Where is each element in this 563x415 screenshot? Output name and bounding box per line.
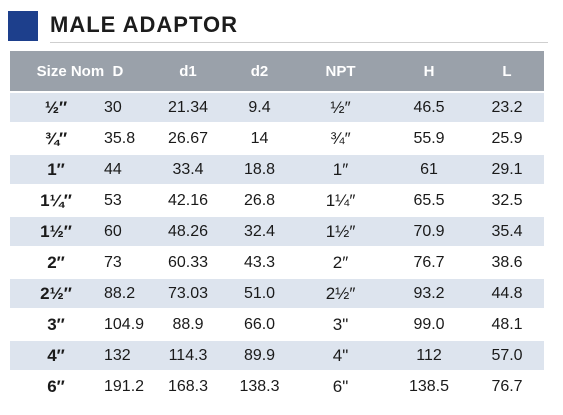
header-d1: d1 [150,51,227,91]
cell-l: 32.5 [470,186,545,215]
cell-d2: 26.8 [226,186,294,215]
cell-d: 44 [102,155,151,184]
cell-d: 132 [102,341,151,370]
cell-size: ½″ [10,93,102,122]
cell-npt: 6" [293,372,389,401]
table-row: 1″ 44 33.4 18.8 1″ 61 29.1 [10,155,545,184]
cell-size: 2½″ [10,279,102,308]
cell-size: 1¼″ [10,186,102,215]
cell-l: 23.2 [470,93,545,122]
title-marker-square [8,11,38,41]
cell-d2: 66.0 [226,310,294,339]
cell-d2: 18.8 [226,155,294,184]
cell-size: 2″ [10,248,102,277]
cell-l: 44.8 [470,279,545,308]
header-l: L [470,51,545,91]
cell-npt: 1½″ [293,217,389,246]
header-h: H [388,51,471,91]
cell-npt: 1″ [293,155,389,184]
table-row: 2″ 73 60.33 43.3 2″ 76.7 38.6 [10,248,545,277]
cell-npt: ½″ [293,93,389,122]
cell-l: 57.0 [470,341,545,370]
cell-d: 35.8 [102,124,151,153]
table-row: ¾″ 35.8 26.67 14 ¾″ 55.9 25.9 [10,124,545,153]
table-row: 6″ 191.2 168.3 138.3 6" 138.5 76.7 [10,372,545,401]
cell-d: 53 [102,186,151,215]
title-divider [50,42,548,43]
cell-d1: 26.67 [150,124,227,153]
cell-l: 38.6 [470,248,545,277]
cell-h: 55.9 [388,124,471,153]
cell-d1: 73.03 [150,279,227,308]
table-header-row: Size Nom D d1 d2 NPT H L [10,51,545,91]
cell-npt: 2″ [293,248,389,277]
cell-l: 29.1 [470,155,545,184]
cell-h: 61 [388,155,471,184]
cell-h: 70.9 [388,217,471,246]
page-header: MALE ADAPTOR [8,8,548,44]
cell-l: 35.4 [470,217,545,246]
cell-l: 76.7 [470,372,545,401]
table-row: 1½″ 60 48.26 32.4 1½″ 70.9 35.4 [10,217,545,246]
cell-npt: ¾″ [293,124,389,153]
cell-d1: 88.9 [150,310,227,339]
cell-d: 30 [102,93,151,122]
cell-l: 48.1 [470,310,545,339]
cell-d2: 43.3 [226,248,294,277]
cell-d: 88.2 [102,279,151,308]
header-d: D [112,62,124,80]
cell-d2: 51.0 [226,279,294,308]
cell-d1: 114.3 [150,341,227,370]
cell-size: 4″ [10,341,102,370]
cell-npt: 2½″ [293,279,389,308]
cell-h: 76.7 [388,248,471,277]
table-row: 3″ 104.9 88.9 66.0 3" 99.0 48.1 [10,310,545,339]
cell-d: 73 [102,248,151,277]
cell-d1: 42.16 [150,186,227,215]
cell-npt: 1¼″ [293,186,389,215]
cell-d2: 9.4 [226,93,294,122]
cell-npt: 4" [293,341,389,370]
cell-d: 60 [102,217,151,246]
cell-d2: 14 [226,124,294,153]
cell-d1: 60.33 [150,248,227,277]
cell-size: 3″ [10,310,102,339]
cell-d1: 168.3 [150,372,227,401]
header-d2: d2 [226,51,294,91]
page-title: MALE ADAPTOR [50,12,238,37]
cell-h: 138.5 [388,372,471,401]
cell-d2: 138.3 [226,372,294,401]
cell-d: 191.2 [102,372,151,401]
cell-h: 99.0 [388,310,471,339]
cell-d: 104.9 [102,310,151,339]
header-size: Size Nom [36,62,105,80]
cell-d1: 33.4 [150,155,227,184]
table-row: 2½″ 88.2 73.03 51.0 2½″ 93.2 44.8 [10,279,545,308]
cell-size: 1½″ [10,217,102,246]
cell-d2: 32.4 [226,217,294,246]
table-row: 4″ 132 114.3 89.9 4" 112 57.0 [10,341,545,370]
cell-h: 46.5 [388,93,471,122]
cell-size: 6″ [10,372,102,401]
table-row: 1¼″ 53 42.16 26.8 1¼″ 65.5 32.5 [10,186,545,215]
cell-d1: 48.26 [150,217,227,246]
header-size-nom-d: Size Nom D [10,51,151,91]
dimensions-table: Size Nom D d1 d2 NPT H L ½″ 30 21.34 9.4 ½″ 4… [10,49,545,403]
cell-h: 112 [388,341,471,370]
table-row: ½″ 30 21.34 9.4 ½″ 46.5 23.2 [10,93,545,122]
cell-l: 25.9 [470,124,545,153]
cell-d1: 21.34 [150,93,227,122]
cell-size: 1″ [10,155,102,184]
cell-size: ¾″ [10,124,102,153]
table-body: ½″ 30 21.34 9.4 ½″ 46.5 23.2 ¾″ 35.8 26.67 14 ¾″ 55.… [10,93,545,401]
header-npt: NPT [293,51,389,91]
cell-h: 65.5 [388,186,471,215]
cell-h: 93.2 [388,279,471,308]
cell-d2: 89.9 [226,341,294,370]
cell-npt: 3" [293,310,389,339]
